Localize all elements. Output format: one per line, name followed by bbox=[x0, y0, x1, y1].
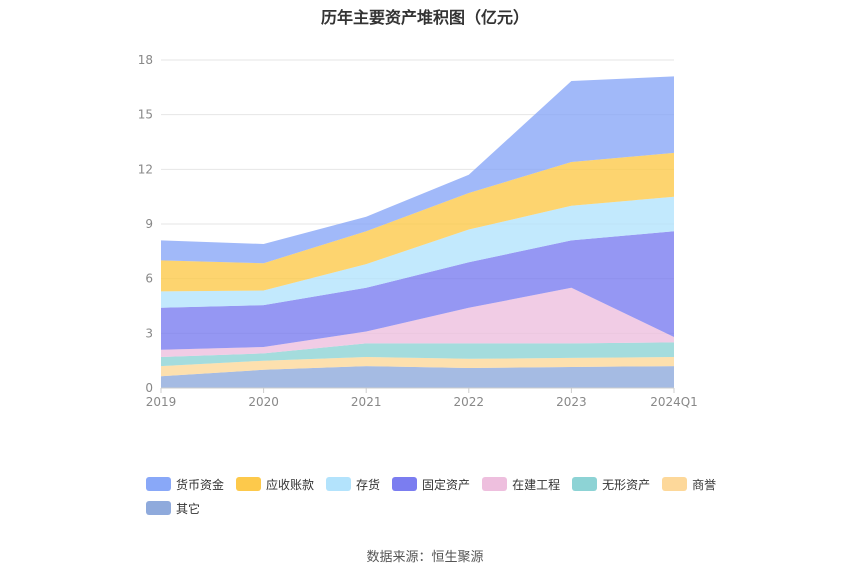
legend-swatch bbox=[392, 477, 418, 491]
area-2 bbox=[161, 357, 674, 377]
legend-swatch bbox=[482, 477, 508, 491]
legend-item[interactable]: 货币资金 bbox=[146, 472, 224, 496]
legend-swatch bbox=[662, 477, 688, 491]
legend-item[interactable]: 其它 bbox=[146, 496, 200, 520]
y-tick-label: 9 bbox=[145, 217, 153, 231]
area-7 bbox=[161, 152, 674, 292]
y-tick-label: 3 bbox=[145, 326, 153, 340]
legend-swatch bbox=[326, 477, 352, 491]
area-8 bbox=[161, 76, 674, 264]
area-series bbox=[161, 76, 674, 388]
legend-label: 商誉 bbox=[692, 477, 717, 492]
area-4 bbox=[161, 287, 674, 357]
legend-swatch bbox=[146, 501, 171, 515]
legend-label: 其它 bbox=[176, 501, 201, 516]
chart-title: 历年主要资产堆积图（亿元） bbox=[320, 8, 529, 27]
legend-item[interactable]: 应收账款 bbox=[236, 472, 314, 496]
area-6 bbox=[161, 196, 674, 308]
x-tick-label: 2022 bbox=[454, 395, 485, 409]
legend-swatch bbox=[146, 477, 171, 491]
legend-label: 存货 bbox=[356, 477, 381, 492]
legend-swatch bbox=[572, 477, 598, 491]
legend-item[interactable]: 无形资产 bbox=[572, 472, 650, 496]
x-tick-label: 2023 bbox=[556, 395, 587, 409]
x-tick-label: 2020 bbox=[248, 395, 279, 409]
source-note: 数据来源：恒生聚源 bbox=[366, 550, 484, 565]
legend-item[interactable]: 在建工程 bbox=[482, 472, 560, 496]
axes: 0 3 6 9 12 15 18 2019 2020 2021 2022 2023 2024Q1 bbox=[138, 53, 698, 409]
area-3 bbox=[161, 342, 674, 367]
y-tick-label: 15 bbox=[138, 108, 153, 122]
legend-swatch bbox=[236, 477, 262, 491]
legend-item[interactable]: 商誉 bbox=[662, 472, 716, 496]
x-tick-label: 2024Q1 bbox=[650, 395, 698, 409]
legend: 货币资金 应收账款 存货 固定资产 在建工程 无形资产 商誉其它 bbox=[146, 472, 746, 520]
y-tick-label: 12 bbox=[138, 162, 153, 176]
area-5 bbox=[161, 231, 674, 350]
legend-item[interactable]: 存货 bbox=[326, 472, 380, 496]
legend-label: 货币资金 bbox=[176, 477, 225, 492]
legend-label: 在建工程 bbox=[512, 477, 561, 492]
y-tick-label: 0 bbox=[145, 381, 153, 395]
y-tick-label: 6 bbox=[145, 272, 153, 286]
legend-label: 应收账款 bbox=[266, 477, 315, 492]
legend-label: 无形资产 bbox=[602, 477, 651, 492]
area-1 bbox=[161, 366, 674, 388]
x-tick-label: 2019 bbox=[146, 395, 177, 409]
legend-label: 固定资产 bbox=[422, 477, 471, 492]
legend-item[interactable]: 固定资产 bbox=[392, 472, 470, 496]
y-tick-label: 18 bbox=[138, 53, 153, 67]
x-tick-label: 2021 bbox=[351, 395, 382, 409]
